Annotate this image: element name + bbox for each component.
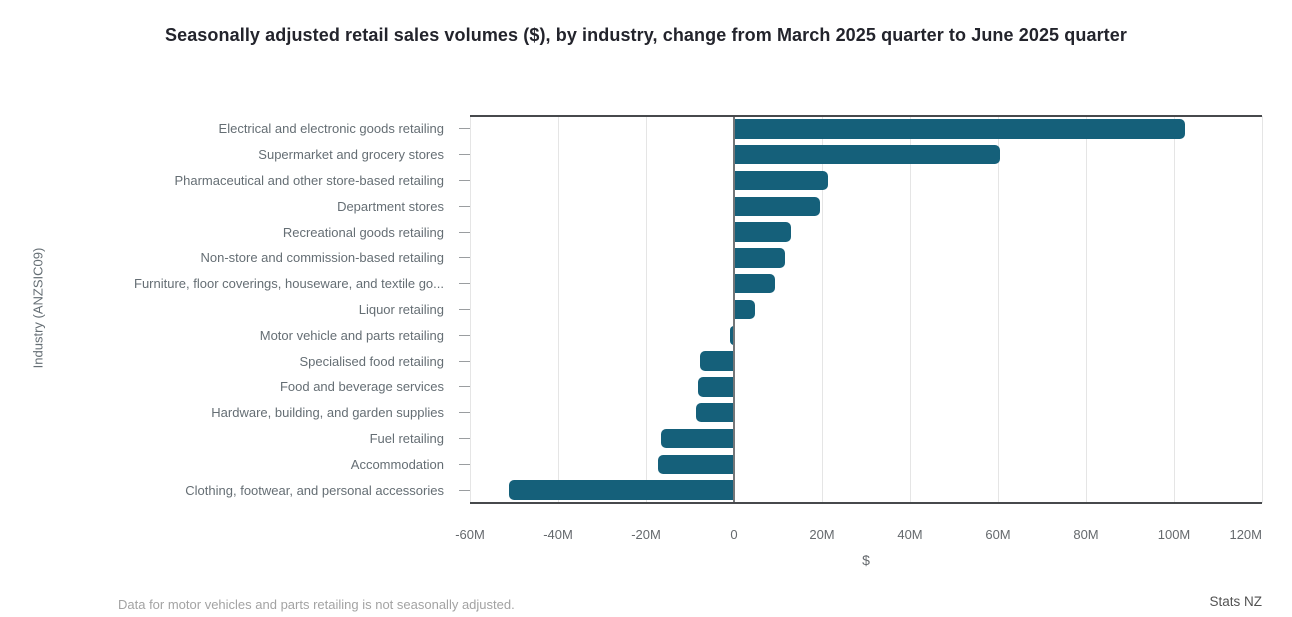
category-label: Food and beverage services bbox=[279, 379, 444, 395]
y-tick-mark bbox=[459, 154, 470, 156]
y-tick-mark bbox=[459, 257, 470, 259]
bar[interactable] bbox=[661, 428, 734, 449]
category-label: Furniture, floor coverings, houseware, a… bbox=[134, 276, 444, 292]
x-axis-tick-label: 40M bbox=[897, 527, 923, 542]
gridline bbox=[645, 116, 647, 503]
gridline bbox=[1085, 116, 1087, 503]
x-axis-tick-label: 20M bbox=[809, 527, 835, 542]
category-label: Department stores bbox=[337, 198, 444, 214]
bar[interactable] bbox=[734, 222, 792, 242]
gridline bbox=[469, 116, 471, 503]
plot-top-border bbox=[470, 115, 1262, 117]
category-label: Recreational goods retailing bbox=[282, 224, 444, 240]
y-tick-mark bbox=[459, 386, 470, 388]
bar[interactable] bbox=[734, 299, 755, 320]
x-axis-tick-label: -20M bbox=[631, 527, 661, 542]
y-tick-mark bbox=[459, 489, 470, 491]
y-tick-mark bbox=[459, 128, 470, 130]
bar[interactable] bbox=[734, 144, 1001, 165]
category-label: Supermarket and grocery stores bbox=[258, 147, 444, 163]
x-axis-tick-label: 100M bbox=[1157, 527, 1191, 542]
bar[interactable] bbox=[695, 402, 734, 423]
gridline bbox=[1173, 116, 1175, 503]
y-tick-mark bbox=[459, 412, 470, 414]
category-label: Electrical and electronic goods retailin… bbox=[218, 121, 444, 137]
y-tick-mark bbox=[459, 180, 470, 181]
gridline bbox=[821, 116, 823, 503]
x-axis-tick-label: -60M bbox=[455, 527, 485, 542]
bar[interactable] bbox=[697, 377, 734, 397]
bar[interactable] bbox=[734, 273, 775, 294]
page-title: Seasonally adjusted retail sales volumes… bbox=[164, 25, 1127, 46]
x-axis-tick-label: 0 bbox=[730, 527, 738, 542]
y-tick-mark bbox=[459, 205, 470, 207]
bar[interactable] bbox=[729, 325, 734, 346]
bar[interactable] bbox=[734, 248, 786, 268]
gridline bbox=[997, 116, 999, 503]
gridline bbox=[1261, 116, 1263, 503]
gridline bbox=[557, 116, 559, 503]
footnote: Data for motor vehicles and parts retail… bbox=[118, 597, 515, 612]
category-label: Fuel retailing bbox=[369, 430, 444, 446]
x-axis-tick-label: -40M bbox=[543, 527, 573, 542]
x-axis-tick-label: 80M bbox=[1073, 527, 1099, 542]
bar[interactable] bbox=[699, 351, 734, 371]
bar[interactable] bbox=[657, 454, 734, 475]
x-axis: -60M -40M -20M 0 20M 40M 60M 80M 100M 120M bbox=[455, 527, 1262, 544]
y-tick-mark bbox=[459, 231, 470, 233]
category-label: Motor vehicle and parts retailing bbox=[259, 327, 444, 343]
category-label: Accommodation bbox=[350, 456, 444, 472]
bar[interactable] bbox=[734, 196, 821, 217]
category-label: Hardware, building, and garden supplies bbox=[211, 405, 444, 421]
y-tick-mark bbox=[459, 309, 470, 310]
y-axis-tick-marks bbox=[459, 116, 470, 503]
bar[interactable] bbox=[734, 119, 1185, 139]
category-label: Pharmaceutical and other store-based ret… bbox=[174, 172, 444, 188]
category-axis: Electrical and electronic goods retailin… bbox=[0, 116, 444, 503]
y-tick-mark bbox=[459, 283, 470, 285]
zero-line bbox=[733, 115, 735, 504]
y-tick-mark bbox=[459, 463, 470, 465]
y-tick-mark bbox=[459, 334, 470, 336]
x-axis-tick-label: 120M bbox=[1229, 527, 1262, 542]
y-tick-mark bbox=[459, 438, 470, 439]
category-label: Non-store and commission-based retailing bbox=[200, 250, 444, 266]
category-label: Clothing, footwear, and personal accesso… bbox=[185, 482, 444, 498]
x-axis-line bbox=[470, 502, 1262, 504]
source-attribution: Stats NZ bbox=[1209, 594, 1262, 609]
y-tick-mark bbox=[459, 360, 470, 362]
x-axis-tick-label: 60M bbox=[985, 527, 1011, 542]
category-label: Specialised food retailing bbox=[299, 353, 444, 369]
category-label: Liquor retailing bbox=[358, 301, 444, 317]
bar[interactable] bbox=[508, 480, 734, 500]
x-axis-title: $ bbox=[862, 552, 870, 568]
bar[interactable] bbox=[734, 170, 828, 191]
gridline bbox=[909, 116, 911, 503]
plot-area bbox=[469, 115, 1263, 504]
